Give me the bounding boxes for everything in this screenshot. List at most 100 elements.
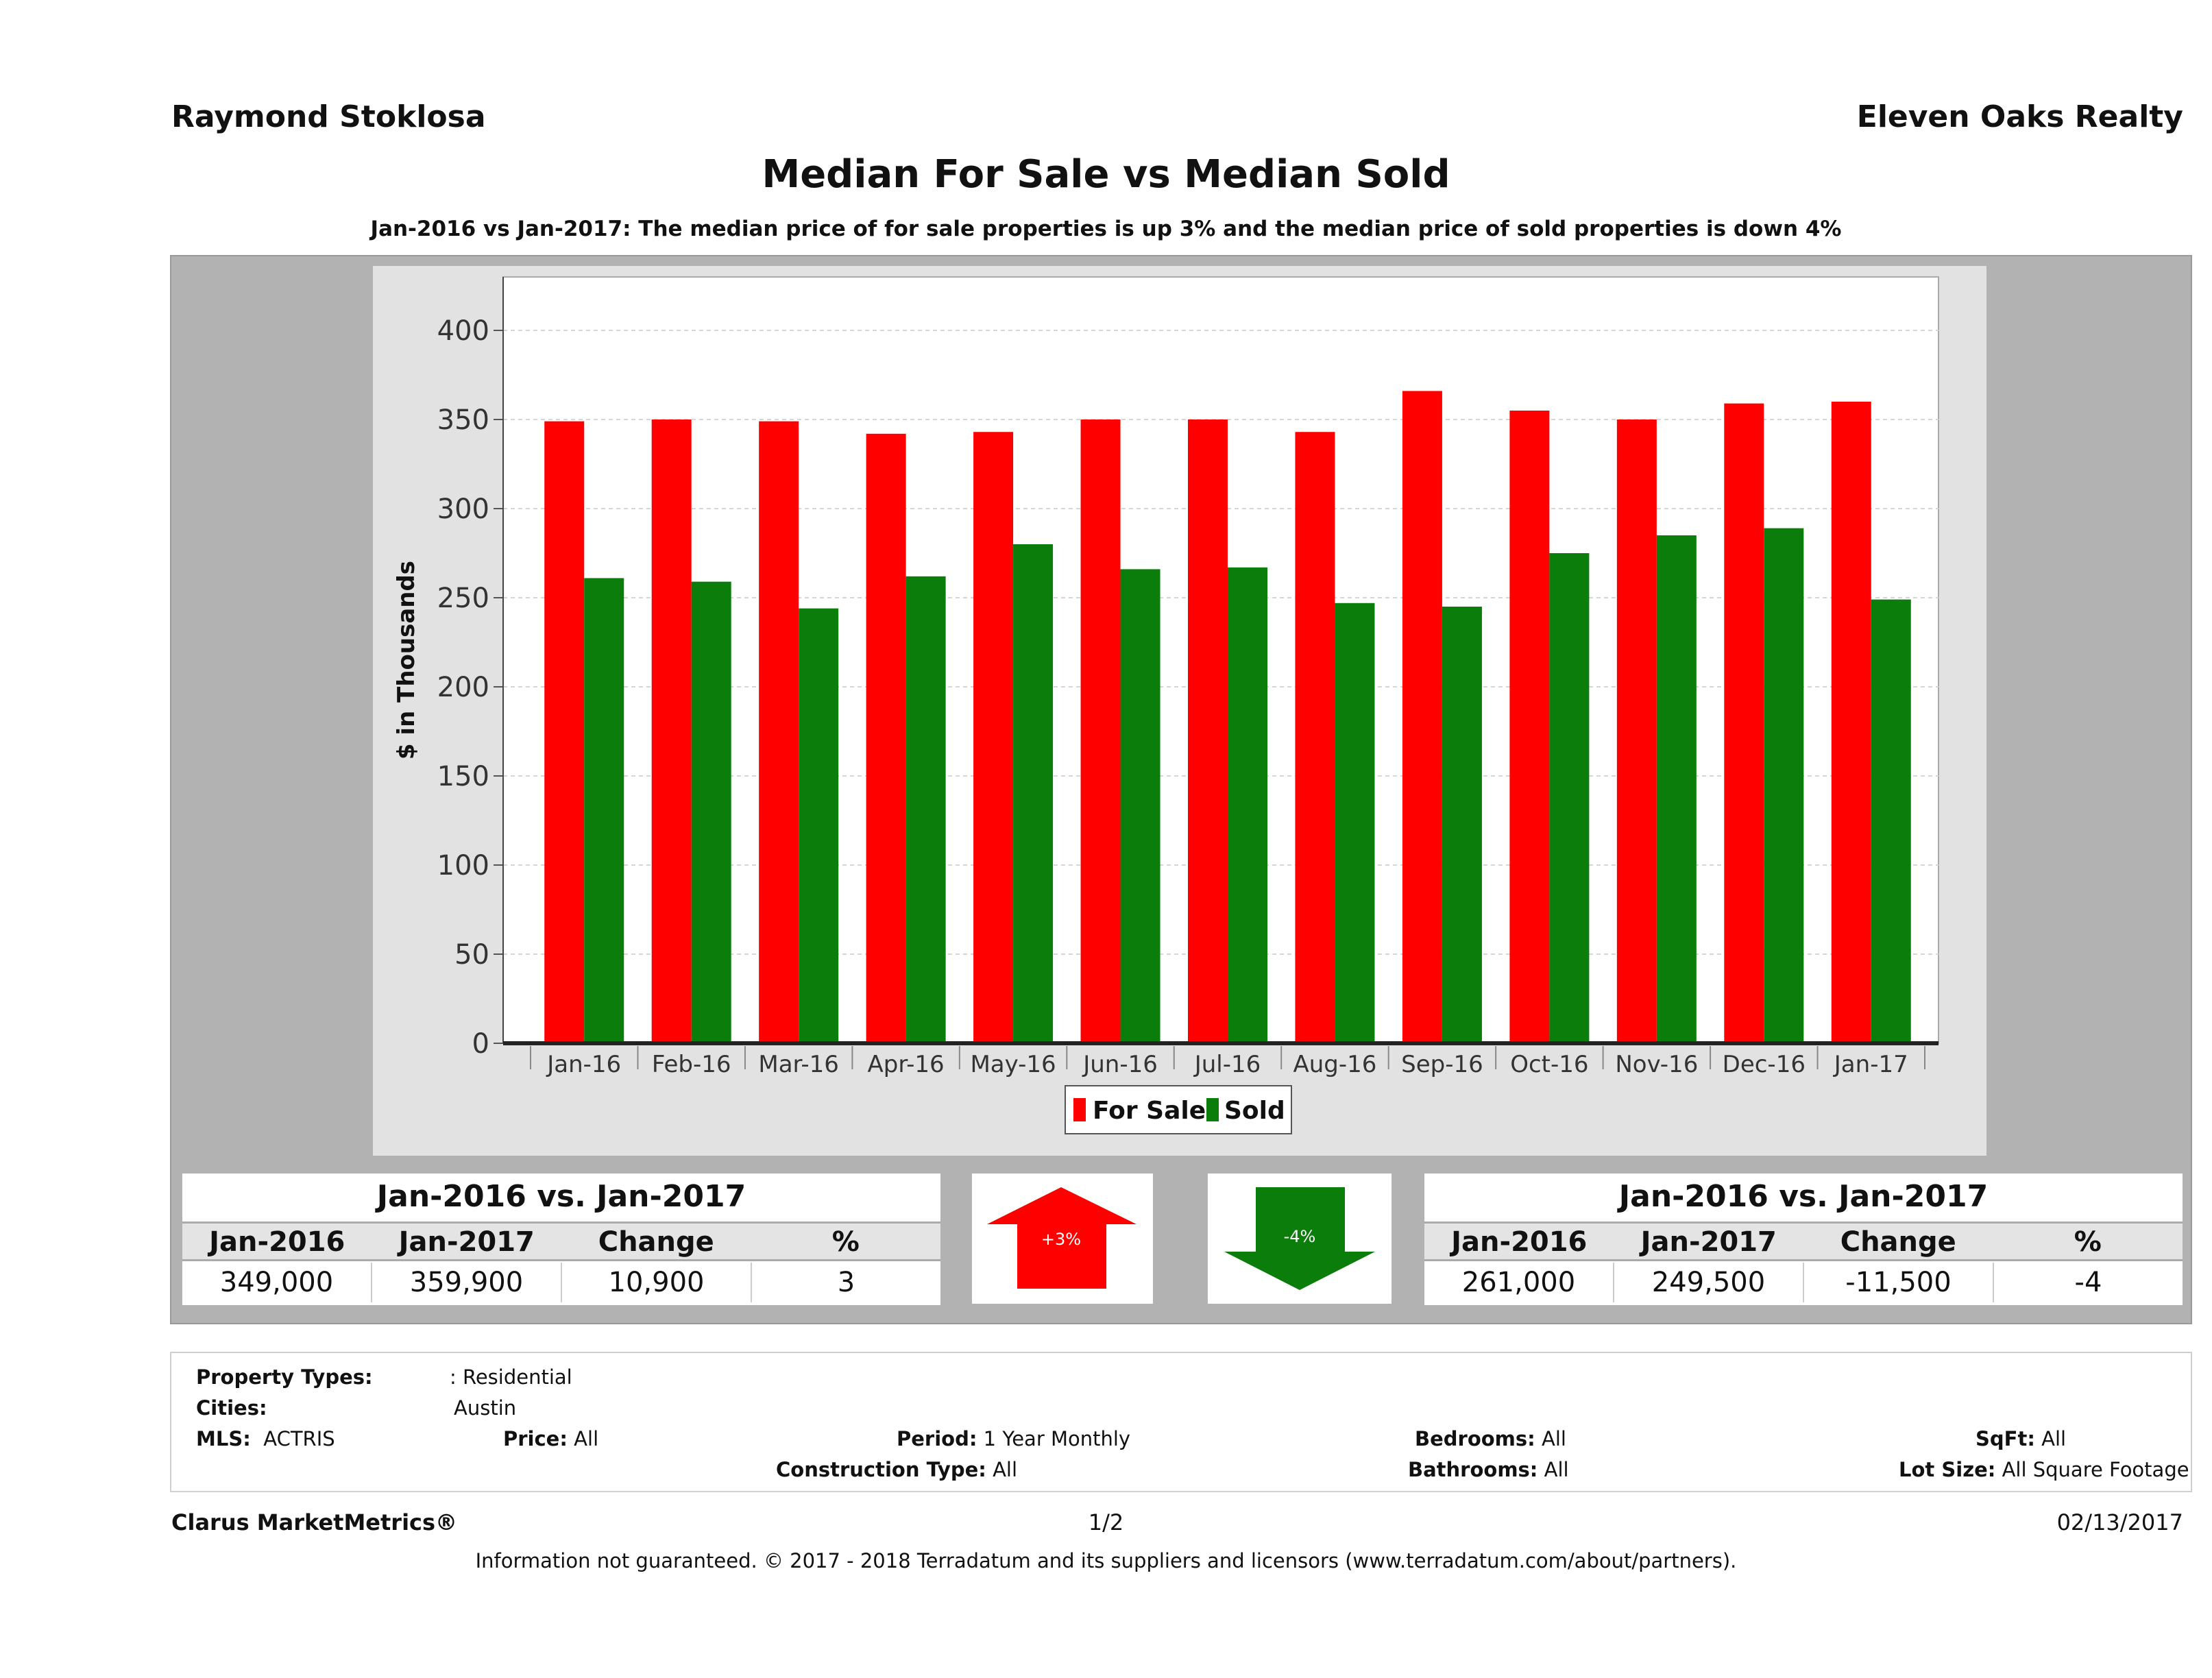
up-arrow-box: +3% [972,1174,1153,1304]
brand-name: Clarus MarketMetrics® [171,1509,458,1535]
lot-size-label: Lot Size: [1899,1458,1996,1481]
for-sale-value-change: 10,900 [562,1263,752,1302]
sold-value-start: 261,000 [1424,1263,1614,1302]
x-tick-label: Jan-17 [1833,1051,1908,1078]
y-axis-label: $ in Thousands [393,561,420,759]
sold-stats-values: 261,000 249,500 -11,500 -4 [1424,1263,2183,1302]
for-sale-bar [1188,420,1228,1043]
for-sale-value-start: 349,000 [182,1263,372,1302]
sold-value-change: -11,500 [1804,1263,1994,1302]
x-tick-label: Apr-16 [868,1051,945,1078]
sold-bar [799,608,839,1043]
period-label: Period: [897,1427,977,1450]
x-tick-label: Feb-16 [652,1051,731,1078]
legend [1065,1085,1292,1134]
for-sale-header-start: Jan-2016 [209,1226,345,1258]
sold-value-percent: -4 [2074,1267,2102,1298]
for-sale-bar [973,432,1014,1043]
x-tick-label: Dec-16 [1723,1051,1806,1078]
mls-label: MLS: [196,1427,251,1450]
y-tick-label: 100 [437,850,489,881]
for-sale-bar [544,421,585,1043]
down-arrow-label: -4% [1284,1227,1316,1246]
y-tick-label: 250 [437,583,489,614]
sold-stats-header: Jan-2016 Jan-2017 Change % [1424,1221,2183,1261]
x-tick-label: May-16 [970,1051,1056,1078]
bedrooms-value: All [1541,1427,1566,1450]
for-sale-bar [651,420,692,1043]
up-arrow-label: +3% [1041,1230,1081,1249]
report-panel: 0 50 100 150 200 250 300 350 400 Jan-16 Feb-16 Mar-… [170,255,2192,1324]
for-sale-header-percent: % [831,1226,860,1258]
x-tick-label: Nov-16 [1615,1051,1698,1078]
company-name: Eleven Oaks Realty [1856,99,2183,134]
y-tick-label: 50 [454,939,489,971]
construction-label: Construction Type: [776,1458,986,1481]
sqft-value: All [2041,1427,2067,1450]
for-sale-bar [1080,420,1121,1043]
for-sale-bar [759,421,799,1043]
disclaimer: Information not guaranteed. © 2017 - 201… [475,1549,1737,1572]
lot-size-value: All Square Footage [2002,1458,2189,1481]
page-number: 1/2 [1088,1509,1124,1535]
sold-header-start: Jan-2016 [1451,1226,1588,1258]
for-sale-value-percent: 3 [837,1267,855,1298]
for-sale-bar [1295,432,1335,1043]
page-title: Median For Sale vs Median Sold [762,152,1450,197]
legend-swatch-sold [1206,1098,1219,1121]
for-sale-value-end: 359,900 [372,1263,562,1302]
legend-swatch-for-sale [1073,1098,1086,1121]
sold-bar [1228,567,1267,1043]
report-date: 02/13/2017 [2056,1509,2183,1535]
page-subtitle: Jan-2016 vs Jan-2017: The median price o… [370,217,1842,241]
sqft-label: SqFt: [1976,1427,2035,1450]
for-sale-bar [1509,411,1550,1043]
for-sale-bar [1724,403,1764,1043]
for-sale-header-change: Change [598,1226,714,1258]
sold-bar [1871,599,1911,1043]
for-sale-bar [866,433,906,1043]
sold-bar [1656,535,1697,1043]
agent-name: Raymond Stoklosa [171,99,486,134]
sold-bar [1442,607,1482,1043]
x-tick-label: Jun-16 [1082,1051,1158,1078]
x-tick-label: Mar-16 [758,1051,839,1078]
mls-value: ACTRIS [263,1427,335,1450]
for-sale-stats: Jan-2016 vs. Jan-2017 Jan-2016 Jan-2017 … [182,1174,940,1305]
cities-value: Austin [454,1396,517,1420]
sold-bar [691,581,731,1043]
sold-bar [1120,569,1160,1043]
sold-bar [1013,544,1054,1043]
y-tick-label: 150 [437,761,489,792]
period-value: 1 Year Monthly [983,1427,1131,1450]
down-arrow-box: -4% [1208,1174,1391,1304]
sold-bar [1335,603,1375,1043]
down-arrow-icon [1224,1187,1375,1290]
search-criteria: Property Types: : Residential Cities: Au… [170,1352,2192,1492]
sold-header-end: Jan-2017 [1640,1226,1777,1258]
property-types-value: : Residential [450,1365,572,1389]
bedrooms-label: Bedrooms: [1415,1427,1535,1450]
x-tick-label: Jul-16 [1193,1051,1261,1078]
price-value: All [574,1427,599,1450]
sold-bar [1549,553,1590,1043]
sold-header-percent: % [2074,1226,2102,1258]
for-sale-bar [1831,402,1871,1043]
chart-area: 0 50 100 150 200 250 300 350 400 Jan-16 Feb-16 Mar-… [373,266,1986,1156]
legend-label-sold: Sold [1224,1097,1285,1125]
x-tick-label: Jan-16 [546,1051,621,1078]
sold-stats: Jan-2016 vs. Jan-2017 Jan-2016 Jan-2017 … [1424,1174,2183,1305]
bar-chart: 0 50 100 150 200 250 300 350 400 Jan-16 Feb-16 Mar-… [393,276,1939,1134]
legend-label-for-sale: For Sale [1093,1097,1206,1125]
bathrooms-label: Bathrooms: [1408,1458,1538,1481]
cities-label: Cities: [196,1396,267,1420]
sold-stats-title: Jan-2016 vs. Jan-2017 [1618,1179,1989,1214]
property-types-label: Property Types: [196,1365,373,1389]
sold-bar [906,576,946,1043]
for-sale-stats-title: Jan-2016 vs. Jan-2017 [376,1179,746,1214]
for-sale-bar [1616,420,1657,1043]
sold-value-end: 249,500 [1614,1263,1804,1302]
sold-bar [584,578,624,1043]
for-sale-stats-header: Jan-2016 Jan-2017 Change % [182,1221,940,1261]
bathrooms-value: All [1544,1458,1569,1481]
